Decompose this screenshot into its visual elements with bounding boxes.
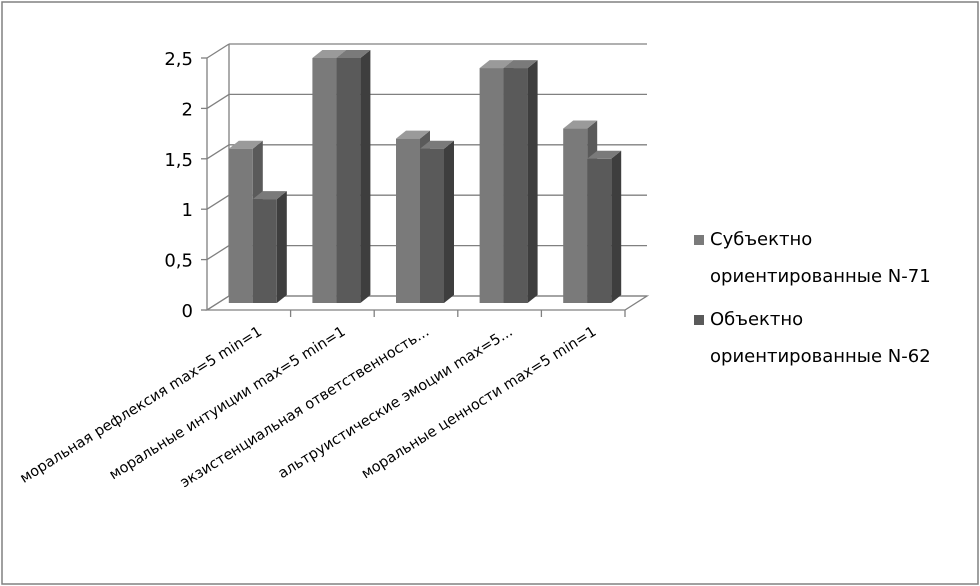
bar-top-s1: [563, 120, 598, 129]
y-tick-label: 2,5: [164, 49, 193, 70]
side-wall-gridline: [206, 194, 230, 210]
bar-s1: [479, 68, 504, 303]
bar-side-s2: [360, 50, 371, 303]
legend-label: ориентированные N-71: [710, 266, 931, 287]
legend-label: Объектно: [710, 309, 803, 330]
bar-top-s2: [587, 150, 622, 159]
legend-label: Субъектно: [710, 229, 812, 250]
y-tick-label: 0,5: [164, 251, 193, 272]
bar-top-s2: [336, 50, 371, 58]
legend-swatch-s2: [694, 315, 704, 325]
side-wall-gridline: [206, 93, 230, 109]
bar-side-s2: [276, 191, 287, 303]
bar-top-s1: [479, 60, 514, 69]
y-tick-label: 1: [182, 200, 193, 221]
side-wall-gridline: [206, 245, 230, 261]
bar-top-s1: [396, 130, 430, 139]
bar-s1: [228, 148, 253, 303]
bar-side-s2: [611, 150, 622, 303]
bar-s1: [563, 128, 588, 303]
side-wall-gridline: [206, 144, 230, 160]
legend-swatch-s1: [694, 235, 704, 245]
bar-s2: [587, 158, 612, 303]
side-wall-gridline: [206, 43, 230, 59]
bar-top-s2: [503, 60, 538, 69]
bar-s2: [252, 199, 277, 303]
bar-s2: [503, 68, 528, 303]
bar-s1: [396, 138, 420, 303]
bar-top-s1: [312, 50, 347, 58]
y-tick-label: 2: [182, 99, 193, 120]
bar-top-s1: [228, 140, 263, 149]
legend-label: ориентированные N-62: [710, 346, 931, 367]
y-tick-label: 0: [182, 301, 193, 322]
bar-side-s2: [527, 60, 538, 303]
bar-s2: [420, 148, 444, 303]
y-tick-label: 1,5: [164, 150, 193, 171]
bar-top-s2: [420, 140, 454, 149]
bar-side-s2: [444, 140, 454, 303]
bar-top-s2: [252, 191, 287, 200]
bar-s2: [336, 58, 361, 303]
chart-floor: [204, 295, 650, 311]
bar-s1: [312, 58, 337, 303]
